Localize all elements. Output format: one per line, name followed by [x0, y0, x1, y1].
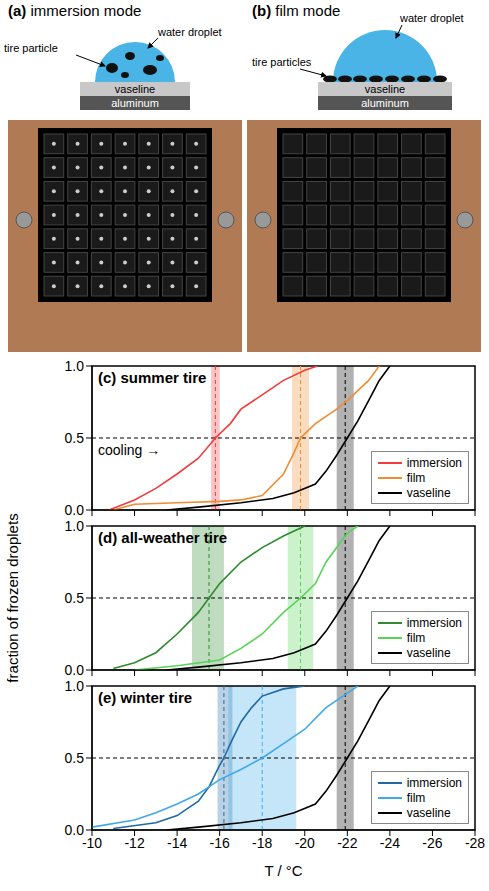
- svg-text:-12: -12: [124, 835, 144, 851]
- html-text:film: film: [406, 790, 426, 805]
- html-text:immersion: immersion: [406, 615, 462, 630]
- svg-text:0.0: 0.0: [65, 822, 85, 838]
- svg-text:0.5: 0.5: [65, 590, 85, 606]
- html-text:film: film: [406, 630, 426, 645]
- svg-text:1.0: 1.0: [65, 678, 85, 694]
- svg-text:vaseline: vaseline: [365, 83, 405, 95]
- html-text:(e) winter tire: (e) winter tire: [98, 689, 193, 706]
- svg-text:0.0: 0.0: [65, 662, 85, 678]
- svg-text:-22: -22: [337, 835, 357, 851]
- svg-text:1.0: 1.0: [65, 358, 85, 374]
- svg-text:water droplet: water droplet: [157, 26, 222, 38]
- svg-text:aluminum: aluminum: [361, 97, 409, 109]
- html-text:immersion: immersion: [406, 455, 462, 470]
- svg-text:0.0: 0.0: [65, 502, 85, 518]
- svg-text:-16: -16: [210, 835, 230, 851]
- svg-text:T / °C: T / °C: [264, 862, 302, 878]
- html-text:vaseline: vaseline: [406, 645, 451, 660]
- svg-text:-14: -14: [167, 835, 187, 851]
- svg-text:(b) film mode: (b) film mode: [252, 2, 340, 19]
- svg-text:1.0: 1.0: [65, 518, 85, 534]
- svg-text:(a) immersion mode: (a) immersion mode: [8, 2, 141, 19]
- svg-text:tire particle: tire particle: [4, 42, 58, 54]
- html-text:vaseline: vaseline: [406, 485, 451, 500]
- html-text:film: film: [406, 470, 426, 485]
- svg-text:-10: -10: [82, 835, 102, 851]
- svg-text:water droplet: water droplet: [399, 12, 464, 24]
- svg-text:-28: -28: [465, 835, 485, 851]
- svg-text:fraction of frozen droplets: fraction of frozen droplets: [4, 513, 21, 682]
- svg-text:vaseline: vaseline: [115, 83, 155, 95]
- svg-text:-20: -20: [295, 835, 315, 851]
- svg-text:-18: -18: [252, 835, 272, 851]
- svg-text:-26: -26: [422, 835, 442, 851]
- html-text:vaseline: vaseline: [406, 805, 451, 820]
- svg-text:aluminum: aluminum: [111, 97, 159, 109]
- html-text:(c) summer tire: (c) summer tire: [98, 369, 207, 386]
- svg-text:tire particles: tire particles: [252, 56, 312, 68]
- html-text:immersion: immersion: [406, 775, 462, 790]
- svg-text:0.5: 0.5: [65, 430, 85, 446]
- html-text:cooling →: cooling →: [98, 442, 161, 458]
- svg-text:-24: -24: [380, 835, 400, 851]
- html-text:(d) all-weather tire: (d) all-weather tire: [98, 529, 228, 546]
- svg-text:0.5: 0.5: [65, 750, 85, 766]
